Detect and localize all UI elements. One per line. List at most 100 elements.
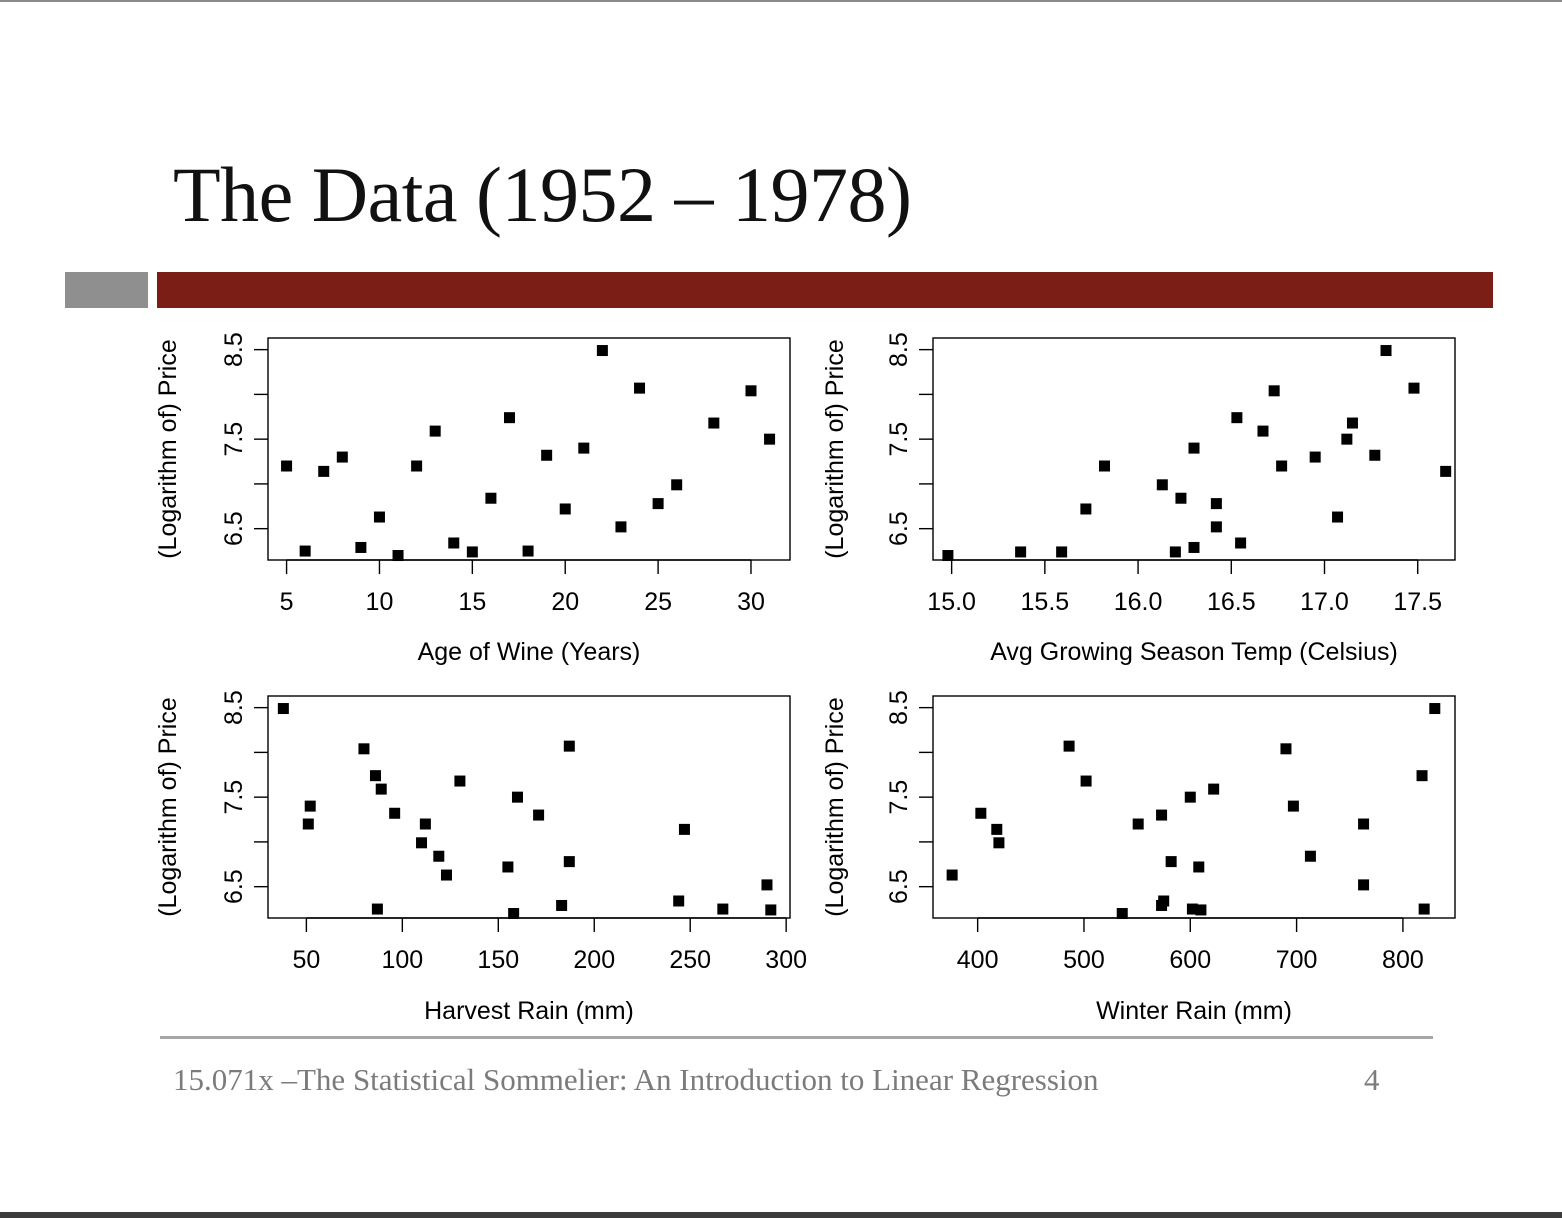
data-point xyxy=(764,433,776,445)
data-point xyxy=(765,904,777,916)
data-point xyxy=(1056,546,1068,558)
data-point xyxy=(1156,809,1168,821)
data-point xyxy=(1169,546,1181,558)
data-point xyxy=(1429,703,1441,715)
data-point xyxy=(946,869,958,881)
data-point xyxy=(440,869,452,881)
data-point xyxy=(502,861,514,873)
data-point xyxy=(563,856,575,868)
data-point xyxy=(1195,904,1207,916)
y-tick-label: 7.5 xyxy=(885,780,913,815)
data-point xyxy=(522,545,534,557)
data-point xyxy=(358,743,370,755)
data-point xyxy=(375,783,387,795)
data-point xyxy=(1063,740,1075,752)
plot-frame xyxy=(932,695,1456,919)
data-point xyxy=(596,345,608,357)
data-point xyxy=(448,537,460,549)
data-point xyxy=(1080,775,1092,787)
data-point xyxy=(1440,465,1452,477)
data-point xyxy=(1184,791,1196,803)
data-point xyxy=(1358,879,1370,891)
data-point xyxy=(678,823,690,835)
data-point xyxy=(708,417,720,429)
data-point xyxy=(1158,895,1170,907)
x-tick-label: 16.0 xyxy=(1114,588,1163,616)
data-point xyxy=(1210,498,1222,510)
y-tick-label: 8.5 xyxy=(885,332,913,367)
data-point xyxy=(1418,903,1430,915)
data-point xyxy=(1369,449,1381,461)
data-point xyxy=(1235,537,1247,549)
x-tick-label: 600 xyxy=(1169,946,1211,974)
x-tick-label: 30 xyxy=(737,588,765,616)
data-point xyxy=(1280,743,1292,755)
data-point xyxy=(1188,541,1200,553)
data-point xyxy=(511,791,523,803)
data-point xyxy=(1099,460,1111,472)
data-point xyxy=(533,809,545,821)
y-tick-label: 7.5 xyxy=(220,422,248,457)
x-tick-label: 10 xyxy=(366,588,394,616)
x-tick-label: 16.5 xyxy=(1207,588,1256,616)
bottom-border xyxy=(0,1212,1562,1218)
data-point xyxy=(1358,818,1370,830)
y-tick-label: 6.5 xyxy=(220,511,248,546)
data-point xyxy=(671,479,683,491)
y-axis-label: (Logarithm of) Price xyxy=(821,339,849,559)
data-point xyxy=(1287,800,1299,812)
page-number: 4 xyxy=(1364,1062,1380,1097)
y-tick-label: 8.5 xyxy=(220,690,248,725)
y-tick-label: 8.5 xyxy=(220,332,248,367)
y-tick-label: 6.5 xyxy=(220,869,248,904)
data-point xyxy=(433,850,445,862)
data-point xyxy=(1165,856,1177,868)
data-point xyxy=(563,740,575,752)
scatter-panel: 50 100 150 200 250 300 6.5 7.5 8.5 Harvest Rain (… xyxy=(154,690,807,1025)
data-point xyxy=(634,382,646,394)
data-point xyxy=(485,492,497,504)
data-point xyxy=(1193,861,1205,873)
scatter-panel: 400 500 600 700 800 6.5 7.5 8.5 Winter Rain (mm)… xyxy=(821,690,1456,1025)
data-point xyxy=(615,521,627,533)
data-point xyxy=(466,546,478,558)
data-point xyxy=(1304,850,1316,862)
data-point xyxy=(419,818,431,830)
data-point xyxy=(299,545,311,557)
slide-title: The Data (1952 – 1978) xyxy=(173,151,912,238)
x-tick-label: 700 xyxy=(1276,946,1318,974)
y-tick-label: 8.5 xyxy=(885,690,913,725)
data-point xyxy=(1346,417,1358,429)
scatter-panel: 5 10 15 20 25 30 6.5 7.5 8.5 Age of Wine (Years) (… xyxy=(154,332,791,666)
data-point xyxy=(578,442,590,454)
data-point xyxy=(652,498,664,510)
data-point xyxy=(1188,442,1200,454)
data-point xyxy=(1332,511,1344,523)
top-border xyxy=(0,0,1562,2)
data-point xyxy=(277,703,289,715)
data-point xyxy=(429,425,441,437)
data-point xyxy=(991,823,1003,835)
x-tick-label: 17.0 xyxy=(1300,588,1349,616)
x-tick-label: 15.5 xyxy=(1021,588,1070,616)
x-tick-label: 15.0 xyxy=(927,588,976,616)
data-point xyxy=(1416,770,1428,782)
data-point xyxy=(1380,345,1392,357)
data-point xyxy=(281,460,293,472)
plot-frame xyxy=(267,695,791,919)
y-tick-label: 7.5 xyxy=(220,780,248,815)
data-point xyxy=(1210,521,1222,533)
x-tick-label: 15 xyxy=(458,588,486,616)
scatter-panel: 15.0 15.5 16.0 16.5 17.0 17.5 6.5 7.5 8.5 Avg Gro… xyxy=(821,332,1456,666)
x-tick-label: 50 xyxy=(292,946,320,974)
x-tick-label: 500 xyxy=(1063,946,1105,974)
accent-bar xyxy=(157,272,1493,308)
data-point xyxy=(503,412,515,424)
data-point xyxy=(336,451,348,463)
data-point xyxy=(556,899,568,911)
data-point xyxy=(392,550,404,562)
data-point xyxy=(355,541,367,553)
data-point xyxy=(411,460,423,472)
data-point xyxy=(975,807,987,819)
